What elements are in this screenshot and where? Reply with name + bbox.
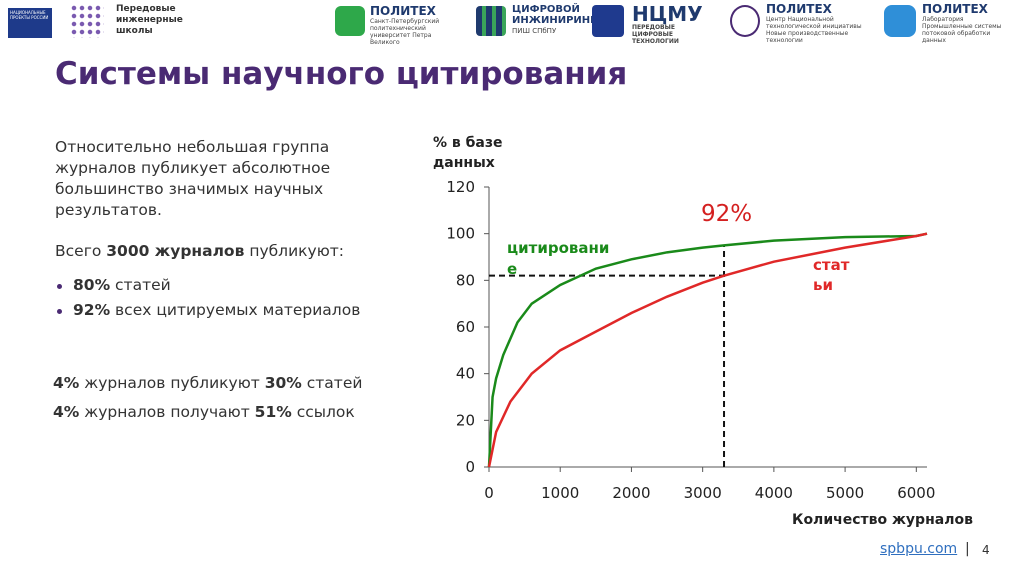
y-tick-label: 100 (446, 225, 475, 243)
logo-subtitle: ПИШ СПбПУ (512, 27, 557, 35)
y-tick-label: 40 (456, 365, 475, 383)
x-axis-label: Количество журналов (792, 512, 973, 528)
text-run: 4% (53, 374, 80, 392)
fact: 4% журналов получают 51% ссылок (53, 398, 362, 427)
x-tick-label: 3000 (684, 484, 722, 502)
y-axis-label: % в базе данных (433, 135, 503, 171)
y-tick-label: 20 (456, 411, 475, 429)
facts: 4% журналов публикуют 30% статей 4% журна… (53, 369, 362, 427)
text-run: журналов получают (79, 403, 255, 421)
y-tick-label: 120 (446, 178, 475, 196)
x-tick-label: 5000 (826, 484, 864, 502)
x-tick-label: 0 (484, 484, 494, 502)
logo: НАЦИОНАЛЬНЫЕ ПРОЕКТЫ РОССИИ (8, 8, 52, 38)
x-tick-label: 2000 (612, 484, 650, 502)
logo-dots (70, 4, 104, 38)
y-tick-label: 60 (456, 318, 475, 336)
series-label: цитирование (507, 239, 610, 278)
logo-title: НЦМУ (632, 2, 703, 26)
annotation: 92% (701, 201, 753, 227)
logo-subtitle: Центр Национальной технологической иници… (766, 16, 862, 44)
page-number: 4 (982, 543, 990, 557)
bullet: 92% всех цитируемых материалов (55, 300, 360, 321)
logo-icon (884, 5, 916, 37)
logo-title: ПОЛИТЕХ (766, 2, 832, 16)
logo-icon (730, 5, 760, 37)
footer-separator: | (965, 541, 970, 557)
slide-title: Системы научного цитирования (55, 56, 628, 92)
logo-icon (592, 5, 624, 37)
text-run: ссылок (291, 403, 355, 421)
x-tick-label: 4000 (755, 484, 793, 502)
logo-subtitle: Санкт-Петербургский политехнический унив… (370, 18, 440, 46)
x-tick-label: 6000 (897, 484, 935, 502)
series-line (487, 232, 928, 468)
text-run: 4% (53, 403, 80, 421)
bullet-list: 80% статей 92% всех цитируемых материалов (55, 275, 360, 325)
text-run: всех цитируемых материалов (110, 301, 361, 319)
logo-subtitle: ПЕРЕДОВЫЕ ЦИФРОВЫЕ ТЕХНОЛОГИИ (632, 24, 679, 45)
footer-link[interactable]: spbpu.com (880, 541, 958, 557)
text-run: статей (110, 276, 171, 294)
text-run: 80% (73, 276, 111, 294)
text-run: Всего (55, 242, 107, 260)
text-run: статей (301, 374, 363, 392)
fact: 4% журналов публикуют 30% статей (53, 369, 362, 398)
logo-icon (476, 6, 506, 36)
intro: Относительно небольшая группа журналов п… (55, 138, 331, 219)
x-tick-label: 1000 (541, 484, 579, 502)
text-run: журналов публикуют (79, 374, 265, 392)
text-run: 92% (73, 301, 111, 319)
bullet: 80% статей (55, 275, 360, 296)
logo-title: ПОЛИТЕХ (370, 4, 436, 18)
y-tick-label: 0 (465, 458, 475, 476)
text-run: 3000 журналов (106, 242, 245, 260)
y-tick-label: 80 (456, 271, 475, 289)
text-run: публикуют: (244, 242, 344, 260)
logo-title: ПОЛИТЕХ (922, 2, 988, 16)
logo-title: ЦИФРОВОЙ ИНЖИНИРИНГ (512, 4, 597, 26)
logo-text: Передовые инженерные школы (116, 4, 183, 36)
series-label: статьи (813, 256, 850, 294)
logo-subtitle: Лаборатория Промышленные системы потоков… (922, 16, 1002, 44)
logo-icon (335, 6, 365, 36)
series-line (487, 232, 928, 468)
total: Всего 3000 журналов публикуют: (55, 241, 344, 262)
text-run: 30% (264, 374, 302, 392)
text-run: 51% (254, 403, 292, 421)
